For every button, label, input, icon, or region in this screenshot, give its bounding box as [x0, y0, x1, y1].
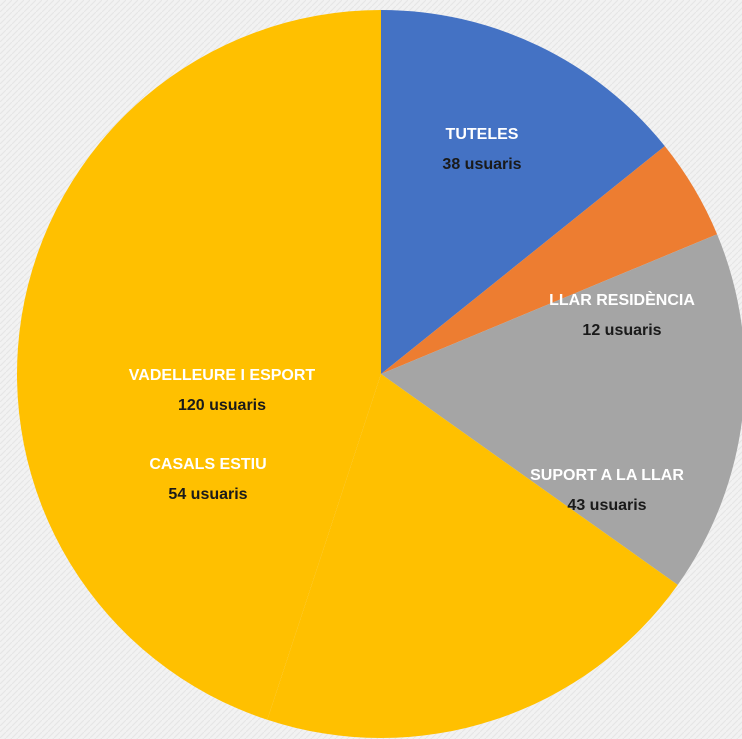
slice-label: VADELLEURE I ESPORT: [129, 367, 316, 384]
pie-slice: [267, 374, 678, 738]
slice-label: SUPORT A LA LLAR: [530, 467, 684, 484]
pie-slice: [381, 146, 718, 374]
value-label: 54 usuaris: [168, 486, 247, 503]
pie-slice: [381, 10, 665, 374]
slice-label: TUTELES: [446, 126, 519, 143]
value-label: 120 usuaris: [178, 397, 266, 414]
slice-label: CASALS ESTIU: [149, 456, 266, 473]
pie-slice: [17, 10, 381, 720]
value-label: 43 usuaris: [567, 497, 646, 514]
labels: TUTELES 38 usuaris LLAR RESIDÈNCIA 12 usuar…: [129, 126, 696, 514]
slice-label: LLAR RESIDÈNCIA: [549, 290, 695, 309]
pie: [17, 10, 742, 738]
value-label: 12 usuaris: [582, 322, 661, 339]
value-label: 38 usuaris: [442, 156, 521, 173]
pie-slice: [381, 234, 742, 585]
